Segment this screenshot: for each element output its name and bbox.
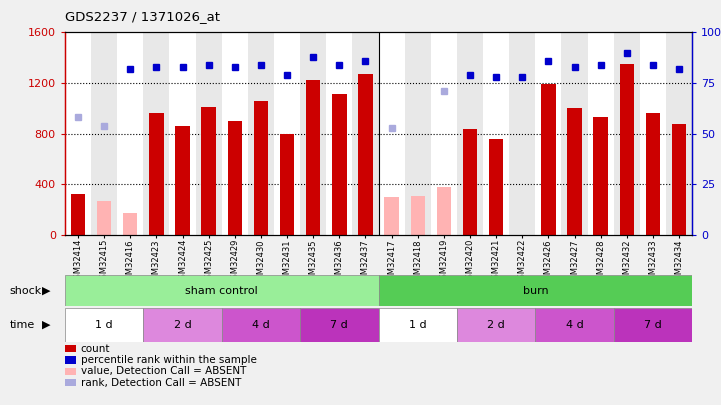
Text: time: time [9,320,35,330]
Bar [646,113,660,235]
Text: GDS2237 / 1371026_at: GDS2237 / 1371026_at [65,10,220,23]
Bar [437,187,451,235]
Text: sham control: sham control [185,286,258,296]
Bar [666,32,692,235]
Bar [71,194,85,235]
Text: 1 d: 1 d [409,320,427,330]
Bar [404,32,430,235]
Text: 7 d: 7 d [644,320,662,330]
Text: percentile rank within the sample: percentile rank within the sample [81,355,257,365]
Text: 2 d: 2 d [487,320,505,330]
Bar [614,32,640,235]
Bar [619,64,634,235]
Bar [489,139,503,235]
Bar [65,275,379,306]
Text: 1 d: 1 d [95,320,113,330]
Bar [567,108,582,235]
Text: burn: burn [523,286,548,296]
Bar [672,124,686,235]
Bar [457,32,483,235]
Bar [91,32,117,235]
Bar [353,32,379,235]
Bar [149,113,164,235]
Bar [300,32,326,235]
Bar [65,308,143,342]
Bar [300,308,379,342]
Text: 4 d: 4 d [566,320,583,330]
Bar [143,308,222,342]
Bar [509,32,535,235]
Bar [410,196,425,235]
Bar [379,308,457,342]
Bar [228,121,242,235]
Text: 4 d: 4 d [252,320,270,330]
Bar [332,94,347,235]
Bar [541,84,556,235]
Bar [562,32,588,235]
Text: 2 d: 2 d [174,320,191,330]
Bar [123,213,138,235]
Bar [97,201,111,235]
Bar [254,101,268,235]
Bar [463,129,477,235]
Text: rank, Detection Call = ABSENT: rank, Detection Call = ABSENT [81,378,241,388]
Bar [201,107,216,235]
Bar [379,275,692,306]
Bar [175,126,190,235]
Bar [614,308,692,342]
Text: value, Detection Call = ABSENT: value, Detection Call = ABSENT [81,367,246,376]
Bar [248,32,274,235]
Bar [358,74,373,235]
Bar [593,117,608,235]
Bar [195,32,221,235]
Bar [306,81,320,235]
Text: count: count [81,344,110,354]
Text: 7 d: 7 d [330,320,348,330]
Bar [222,308,300,342]
Bar [535,308,614,342]
Text: ▶: ▶ [42,320,50,330]
Bar [384,197,399,235]
Bar [143,32,169,235]
Bar [280,134,294,235]
Text: shock: shock [9,286,42,296]
Text: ▶: ▶ [42,286,50,296]
Bar [457,308,535,342]
